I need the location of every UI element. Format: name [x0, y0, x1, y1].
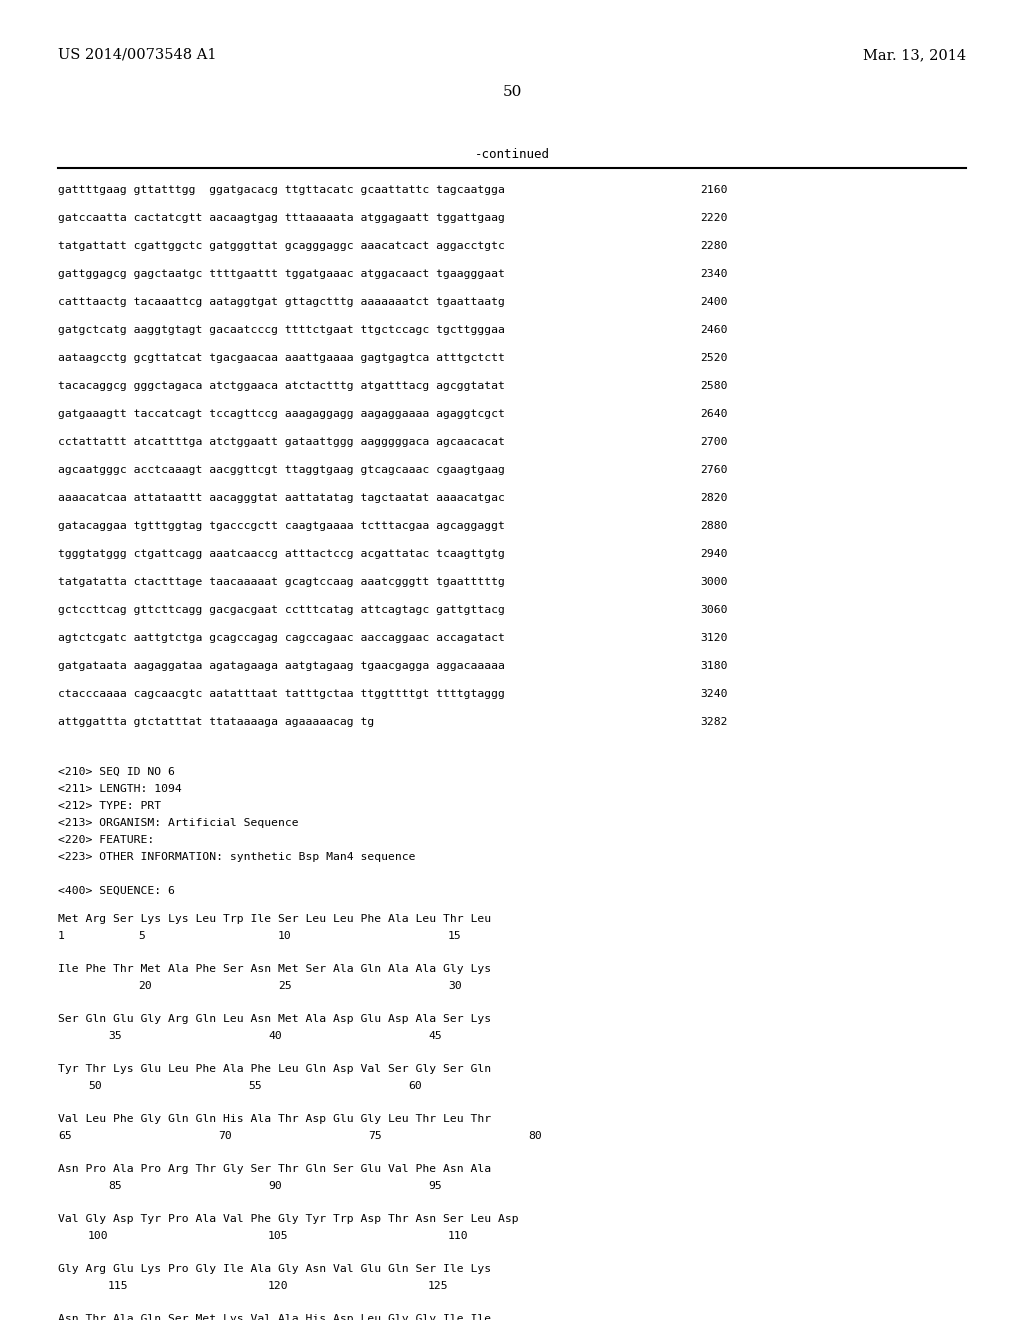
- Text: 2640: 2640: [700, 409, 727, 418]
- Text: 45: 45: [428, 1031, 441, 1041]
- Text: Val Leu Phe Gly Gln Gln His Ala Thr Asp Glu Gly Leu Thr Leu Thr: Val Leu Phe Gly Gln Gln His Ala Thr Asp …: [58, 1114, 492, 1125]
- Text: 35: 35: [108, 1031, 122, 1041]
- Text: 95: 95: [428, 1181, 441, 1191]
- Text: 1: 1: [58, 931, 65, 941]
- Text: Tyr Thr Lys Glu Leu Phe Ala Phe Leu Gln Asp Val Ser Gly Ser Gln: Tyr Thr Lys Glu Leu Phe Ala Phe Leu Gln …: [58, 1064, 492, 1074]
- Text: agtctcgatc aattgtctga gcagccagag cagccagaac aaccaggaac accagatact: agtctcgatc aattgtctga gcagccagag cagccag…: [58, 634, 505, 643]
- Text: gattttgaag gttatttgg  ggatgacacg ttgttacatc gcaattattc tagcaatgga: gattttgaag gttatttgg ggatgacacg ttgttaca…: [58, 185, 505, 195]
- Text: tacacaggcg gggctagaca atctggaaca atctactttg atgatttacg agcggtatat: tacacaggcg gggctagaca atctggaaca atctact…: [58, 381, 505, 391]
- Text: 120: 120: [268, 1280, 289, 1291]
- Text: aataagcctg gcgttatcat tgacgaacaa aaattgaaaa gagtgagtca atttgctctt: aataagcctg gcgttatcat tgacgaacaa aaattga…: [58, 352, 505, 363]
- Text: 60: 60: [408, 1081, 422, 1092]
- Text: 2400: 2400: [700, 297, 727, 308]
- Text: Met Arg Ser Lys Lys Leu Trp Ile Ser Leu Leu Phe Ala Leu Thr Leu: Met Arg Ser Lys Lys Leu Trp Ile Ser Leu …: [58, 913, 492, 924]
- Text: 115: 115: [108, 1280, 129, 1291]
- Text: tatgattatt cgattggctc gatgggttat gcagggaggc aaacatcact aggacctgtc: tatgattatt cgattggctc gatgggttat gcaggga…: [58, 242, 505, 251]
- Text: 15: 15: [449, 931, 462, 941]
- Text: 110: 110: [449, 1232, 469, 1241]
- Text: 40: 40: [268, 1031, 282, 1041]
- Text: <213> ORGANISM: Artificial Sequence: <213> ORGANISM: Artificial Sequence: [58, 818, 299, 828]
- Text: attggattta gtctatttat ttataaaaga agaaaaacag tg: attggattta gtctatttat ttataaaaga agaaaaa…: [58, 717, 374, 727]
- Text: 2340: 2340: [700, 269, 727, 279]
- Text: gatgctcatg aaggtgtagt gacaatcccg ttttctgaat ttgctccagc tgcttgggaa: gatgctcatg aaggtgtagt gacaatcccg ttttctg…: [58, 325, 505, 335]
- Text: aaaacatcaa attataattt aacagggtat aattatatag tagctaatat aaaacatgac: aaaacatcaa attataattt aacagggtat aattata…: [58, 492, 505, 503]
- Text: 65: 65: [58, 1131, 72, 1140]
- Text: 3060: 3060: [700, 605, 727, 615]
- Text: 85: 85: [108, 1181, 122, 1191]
- Text: 70: 70: [218, 1131, 231, 1140]
- Text: 50: 50: [503, 84, 521, 99]
- Text: 2220: 2220: [700, 213, 727, 223]
- Text: 10: 10: [278, 931, 292, 941]
- Text: <212> TYPE: PRT: <212> TYPE: PRT: [58, 801, 161, 810]
- Text: -continued: -continued: [474, 148, 550, 161]
- Text: gatccaatta cactatcgtt aacaagtgag tttaaaaata atggagaatt tggattgaag: gatccaatta cactatcgtt aacaagtgag tttaaaa…: [58, 213, 505, 223]
- Text: gatacaggaa tgtttggtag tgacccgctt caagtgaaaa tctttacgaa agcaggaggt: gatacaggaa tgtttggtag tgacccgctt caagtga…: [58, 521, 505, 531]
- Text: 80: 80: [528, 1131, 542, 1140]
- Text: 2460: 2460: [700, 325, 727, 335]
- Text: 2760: 2760: [700, 465, 727, 475]
- Text: 2520: 2520: [700, 352, 727, 363]
- Text: 100: 100: [88, 1232, 109, 1241]
- Text: <210> SEQ ID NO 6: <210> SEQ ID NO 6: [58, 767, 175, 777]
- Text: US 2014/0073548 A1: US 2014/0073548 A1: [58, 48, 216, 62]
- Text: 105: 105: [268, 1232, 289, 1241]
- Text: Gly Arg Glu Lys Pro Gly Ile Ala Gly Asn Val Glu Gln Ser Ile Lys: Gly Arg Glu Lys Pro Gly Ile Ala Gly Asn …: [58, 1265, 492, 1274]
- Text: <223> OTHER INFORMATION: synthetic Bsp Man4 sequence: <223> OTHER INFORMATION: synthetic Bsp M…: [58, 851, 416, 862]
- Text: Asn Thr Ala Gln Ser Met Lys Val Ala His Asp Leu Gly Gly Ile Ile: Asn Thr Ala Gln Ser Met Lys Val Ala His …: [58, 1313, 492, 1320]
- Text: 3282: 3282: [700, 717, 727, 727]
- Text: 2580: 2580: [700, 381, 727, 391]
- Text: 90: 90: [268, 1181, 282, 1191]
- Text: cctattattt atcattttga atctggaatt gataattggg aagggggaca agcaacacat: cctattattt atcattttga atctggaatt gataatt…: [58, 437, 505, 447]
- Text: 30: 30: [449, 981, 462, 991]
- Text: 2160: 2160: [700, 185, 727, 195]
- Text: gctccttcag gttcttcagg gacgacgaat cctttcatag attcagtagc gattgttacg: gctccttcag gttcttcagg gacgacgaat cctttca…: [58, 605, 505, 615]
- Text: 2700: 2700: [700, 437, 727, 447]
- Text: 3180: 3180: [700, 661, 727, 671]
- Text: gatgataata aagaggataa agatagaaga aatgtagaag tgaacgagga aggacaaaaa: gatgataata aagaggataa agatagaaga aatgtag…: [58, 661, 505, 671]
- Text: Ser Gln Glu Gly Arg Gln Leu Asn Met Ala Asp Glu Asp Ala Ser Lys: Ser Gln Glu Gly Arg Gln Leu Asn Met Ala …: [58, 1014, 492, 1024]
- Text: gatgaaagtt taccatcagt tccagttccg aaagaggagg aagaggaaaa agaggtcgct: gatgaaagtt taccatcagt tccagttccg aaagagg…: [58, 409, 505, 418]
- Text: gattggagcg gagctaatgc ttttgaattt tggatgaaac atggacaact tgaagggaat: gattggagcg gagctaatgc ttttgaattt tggatga…: [58, 269, 505, 279]
- Text: <220> FEATURE:: <220> FEATURE:: [58, 836, 155, 845]
- Text: Mar. 13, 2014: Mar. 13, 2014: [863, 48, 966, 62]
- Text: tgggtatggg ctgattcagg aaatcaaccg atttactccg acgattatac tcaagttgtg: tgggtatggg ctgattcagg aaatcaaccg atttact…: [58, 549, 505, 558]
- Text: <211> LENGTH: 1094: <211> LENGTH: 1094: [58, 784, 181, 795]
- Text: 5: 5: [138, 931, 144, 941]
- Text: 2880: 2880: [700, 521, 727, 531]
- Text: 3240: 3240: [700, 689, 727, 700]
- Text: 2940: 2940: [700, 549, 727, 558]
- Text: 55: 55: [248, 1081, 262, 1092]
- Text: 2280: 2280: [700, 242, 727, 251]
- Text: ctacccaaaa cagcaacgtc aatatttaat tatttgctaa ttggttttgt ttttgtaggg: ctacccaaaa cagcaacgtc aatatttaat tatttgc…: [58, 689, 505, 700]
- Text: <400> SEQUENCE: 6: <400> SEQUENCE: 6: [58, 886, 175, 896]
- Text: 2820: 2820: [700, 492, 727, 503]
- Text: Ile Phe Thr Met Ala Phe Ser Asn Met Ser Ala Gln Ala Ala Gly Lys: Ile Phe Thr Met Ala Phe Ser Asn Met Ser …: [58, 964, 492, 974]
- Text: Asn Pro Ala Pro Arg Thr Gly Ser Thr Gln Ser Glu Val Phe Asn Ala: Asn Pro Ala Pro Arg Thr Gly Ser Thr Gln …: [58, 1164, 492, 1173]
- Text: 125: 125: [428, 1280, 449, 1291]
- Text: 20: 20: [138, 981, 152, 991]
- Text: 25: 25: [278, 981, 292, 991]
- Text: agcaatgggc acctcaaagt aacggttcgt ttaggtgaag gtcagcaaac cgaagtgaag: agcaatgggc acctcaaagt aacggttcgt ttaggtg…: [58, 465, 505, 475]
- Text: 50: 50: [88, 1081, 101, 1092]
- Text: 3120: 3120: [700, 634, 727, 643]
- Text: tatgatatta ctactttage taacaaaaat gcagtccaag aaatcgggtt tgaatttttg: tatgatatta ctactttage taacaaaaat gcagtcc…: [58, 577, 505, 587]
- Text: Val Gly Asp Tyr Pro Ala Val Phe Gly Tyr Trp Asp Thr Asn Ser Leu Asp: Val Gly Asp Tyr Pro Ala Val Phe Gly Tyr …: [58, 1214, 518, 1224]
- Text: 75: 75: [368, 1131, 382, 1140]
- Text: catttaactg tacaaattcg aataggtgat gttagctttg aaaaaaatct tgaattaatg: catttaactg tacaaattcg aataggtgat gttagct…: [58, 297, 505, 308]
- Text: 3000: 3000: [700, 577, 727, 587]
